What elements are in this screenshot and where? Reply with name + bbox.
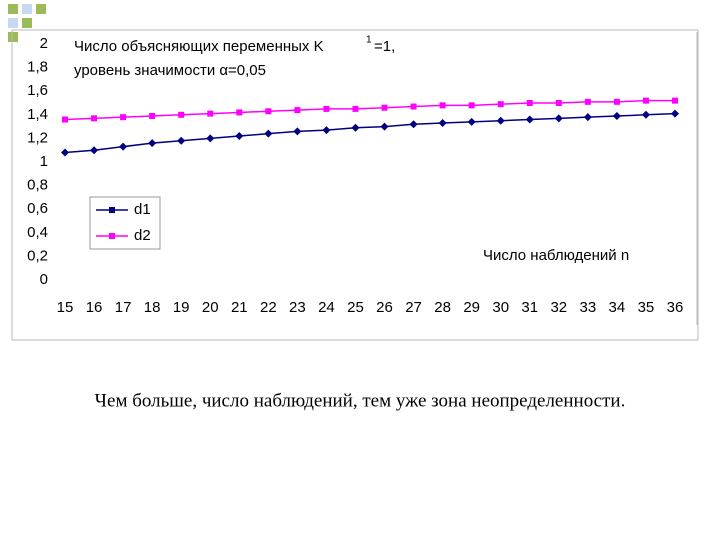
marker — [554, 114, 563, 123]
y-tick-label: 1,2 — [27, 129, 48, 146]
legend-swatch — [109, 207, 115, 213]
decoration — [8, 4, 46, 42]
marker — [525, 115, 534, 124]
marker — [613, 98, 620, 105]
y-tick-label: 1,6 — [27, 82, 48, 99]
x-tick-label: 29 — [463, 299, 480, 316]
chart-title: Число объясняющих переменных K — [74, 38, 324, 55]
marker — [468, 102, 475, 109]
marker — [235, 132, 244, 141]
marker — [672, 97, 678, 104]
y-tick-label: 0,8 — [27, 177, 48, 194]
y-tick-label: 0,6 — [27, 200, 48, 217]
x-tick-label: 23 — [289, 299, 306, 316]
marker — [61, 148, 69, 157]
marker — [149, 112, 156, 119]
legend-swatch — [109, 233, 115, 239]
x-tick-label: 31 — [521, 299, 538, 316]
y-tick-label: 2 — [40, 35, 48, 52]
marker — [526, 100, 533, 106]
series-line — [64, 99, 675, 121]
chart-border — [11, 29, 699, 341]
marker — [583, 113, 592, 122]
marker — [178, 111, 185, 118]
marker — [323, 105, 330, 112]
marker — [410, 103, 417, 110]
marker — [438, 119, 447, 128]
marker — [642, 97, 649, 104]
series-line — [64, 112, 676, 154]
x-tick-label: 18 — [144, 299, 161, 316]
marker — [497, 101, 504, 108]
x-tick-label: 20 — [202, 299, 219, 316]
y-tick-label: 0,2 — [27, 247, 48, 264]
marker — [207, 110, 214, 117]
x-tick-label: 26 — [376, 299, 393, 316]
marker — [352, 105, 359, 112]
marker — [294, 107, 301, 114]
marker — [322, 126, 331, 135]
y-tick-label: 0,4 — [27, 224, 48, 241]
x-tick-label: 34 — [609, 299, 626, 316]
marker — [612, 111, 621, 120]
chart-subtitle: уровень значимости α=0,05 — [74, 62, 266, 79]
legend-box — [89, 196, 161, 250]
marker — [148, 139, 157, 148]
x-tick-label: 32 — [550, 299, 567, 316]
x-tick-label: 33 — [580, 299, 597, 316]
marker — [409, 120, 418, 129]
x-tick-label: 19 — [173, 299, 190, 316]
x-axis-label: Число наблюдений n — [483, 247, 629, 264]
y-tick-label: 1,4 — [27, 106, 48, 123]
x-tick-label: 21 — [231, 299, 248, 316]
y-tick-label: 0 — [40, 271, 48, 288]
marker — [177, 136, 186, 145]
x-tick-label: 36 — [667, 299, 684, 316]
title-suffix: =1, — [374, 38, 395, 55]
marker — [351, 123, 360, 132]
marker — [265, 108, 272, 115]
title-superscript: 1 — [366, 35, 372, 46]
marker — [380, 122, 389, 131]
y-tick-label: 1 — [40, 153, 48, 170]
marker — [119, 142, 128, 151]
marker — [671, 109, 679, 118]
marker — [381, 104, 388, 111]
x-tick-label: 15 — [57, 299, 74, 316]
marker — [62, 116, 68, 123]
marker — [264, 129, 273, 138]
x-tick-label: 28 — [434, 299, 451, 316]
marker — [439, 102, 446, 109]
x-tick-label: 22 — [260, 299, 277, 316]
marker — [641, 110, 650, 119]
marker — [90, 146, 99, 155]
marker — [206, 134, 215, 143]
x-tick-label: 17 — [115, 299, 132, 316]
marker — [467, 117, 476, 126]
marker — [120, 114, 127, 121]
x-tick-label: 30 — [492, 299, 509, 316]
y-tick-label: 1,8 — [27, 59, 48, 76]
marker — [555, 100, 562, 106]
x-tick-label: 27 — [405, 299, 422, 316]
x-tick-label: 24 — [318, 299, 335, 316]
marker — [293, 127, 302, 136]
x-tick-label: 35 — [638, 299, 655, 316]
x-tick-label: 16 — [86, 299, 103, 316]
x-tick-label: 25 — [347, 299, 364, 316]
marker — [584, 98, 591, 105]
marker — [236, 109, 243, 116]
legend-label: d2 — [134, 227, 151, 244]
marker — [496, 116, 505, 125]
caption: Чем больше, число наблюдений, тем уже зо… — [95, 390, 626, 411]
marker — [91, 115, 98, 122]
legend-label: d1 — [134, 201, 151, 218]
